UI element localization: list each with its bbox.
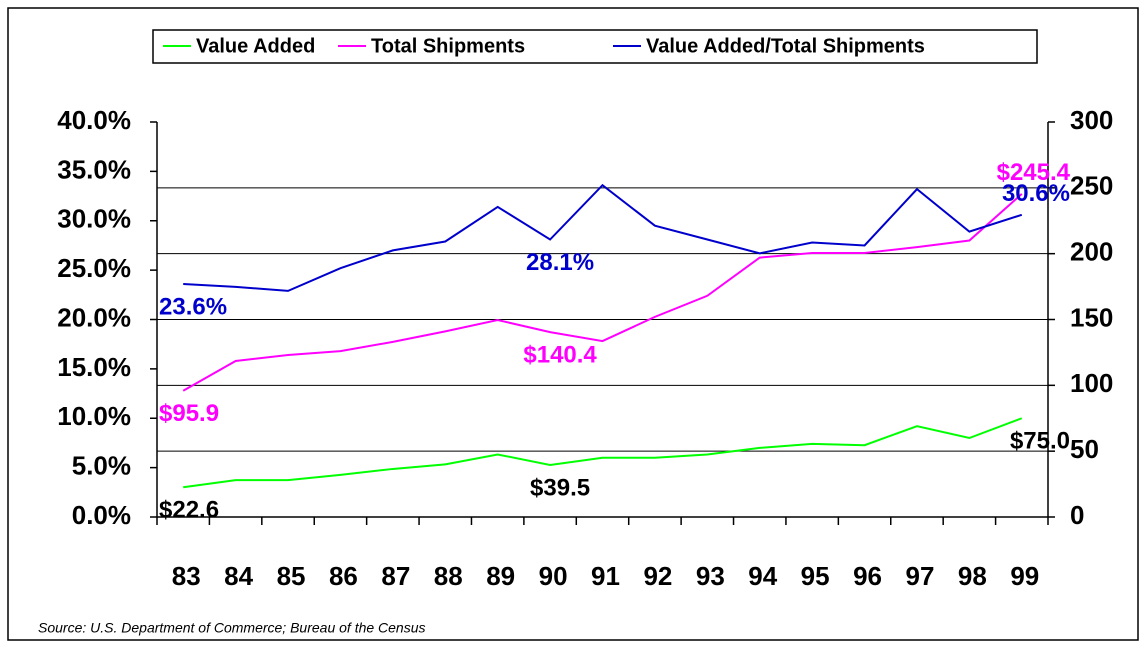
- value-label: $140.4: [523, 341, 597, 368]
- value-label: $245.4: [997, 159, 1071, 186]
- series-line: [183, 417, 1023, 489]
- x-tick-label: 89: [486, 561, 515, 591]
- x-tick-label: 90: [539, 561, 568, 591]
- y-tick-label: 25.0%: [57, 253, 131, 283]
- value-label: $22.6: [159, 497, 219, 524]
- x-tick-label: 87: [381, 561, 410, 591]
- y-tick-label: 15.0%: [57, 352, 131, 382]
- legend-box: [152, 29, 1038, 64]
- y2-tick-label: 200: [1070, 237, 1113, 267]
- x-tick-label: 85: [277, 561, 306, 591]
- value-label: $95.9: [159, 400, 219, 427]
- value-label: 28.1%: [526, 249, 594, 276]
- y2-tick-label: 50: [1070, 434, 1099, 464]
- y-tick-label: 30.0%: [57, 204, 131, 234]
- y-tick-label: 35.0%: [57, 154, 131, 184]
- legend-label: Total Shipments: [371, 35, 525, 57]
- y-tick-label: 5.0%: [72, 451, 131, 481]
- x-tick-label: 99: [1010, 561, 1039, 591]
- y2-tick-label: 100: [1070, 368, 1113, 398]
- value-label: $39.5: [530, 474, 590, 501]
- y2-tick-label: 250: [1070, 171, 1113, 201]
- x-tick-label: 93: [696, 561, 725, 591]
- y2-tick-label: 150: [1070, 302, 1113, 332]
- legend-label: Value Added/Total Shipments: [646, 35, 925, 57]
- x-tick-label: 86: [329, 561, 358, 591]
- x-tick-label: 84: [224, 561, 253, 591]
- y-tick-label: 20.0%: [57, 302, 131, 332]
- value-label: 23.6%: [159, 293, 227, 320]
- x-tick-label: 97: [906, 561, 935, 591]
- source-note: Source: U.S. Department of Commerce; Bur…: [38, 620, 426, 636]
- y-tick-label: 40.0%: [57, 105, 131, 135]
- x-tick-label: 94: [748, 561, 777, 591]
- chart-border: [7, 7, 1139, 641]
- x-tick-label: 98: [958, 561, 987, 591]
- y2-tick-label: 0: [1070, 500, 1084, 530]
- legend: Value Added Total Shipments Value Added/To…: [163, 35, 925, 57]
- y-tick-label: 0.0%: [72, 500, 131, 530]
- series-line: [182, 193, 1023, 392]
- x-tick-label: 96: [853, 561, 882, 591]
- x-tick-label: 88: [434, 561, 463, 591]
- value-label: 30.6%: [1002, 180, 1070, 207]
- value-label: $75.0: [1010, 428, 1070, 455]
- x-tick-label: 92: [643, 561, 672, 591]
- series-line: [183, 183, 1023, 292]
- y2-tick-label: 300: [1070, 105, 1113, 135]
- y-tick-label: 10.0%: [57, 401, 131, 431]
- x-tick-label: 91: [591, 561, 620, 591]
- x-tick-label: 95: [801, 561, 830, 591]
- x-tick-label: 83: [172, 561, 201, 591]
- legend-label: Value Added: [196, 35, 315, 57]
